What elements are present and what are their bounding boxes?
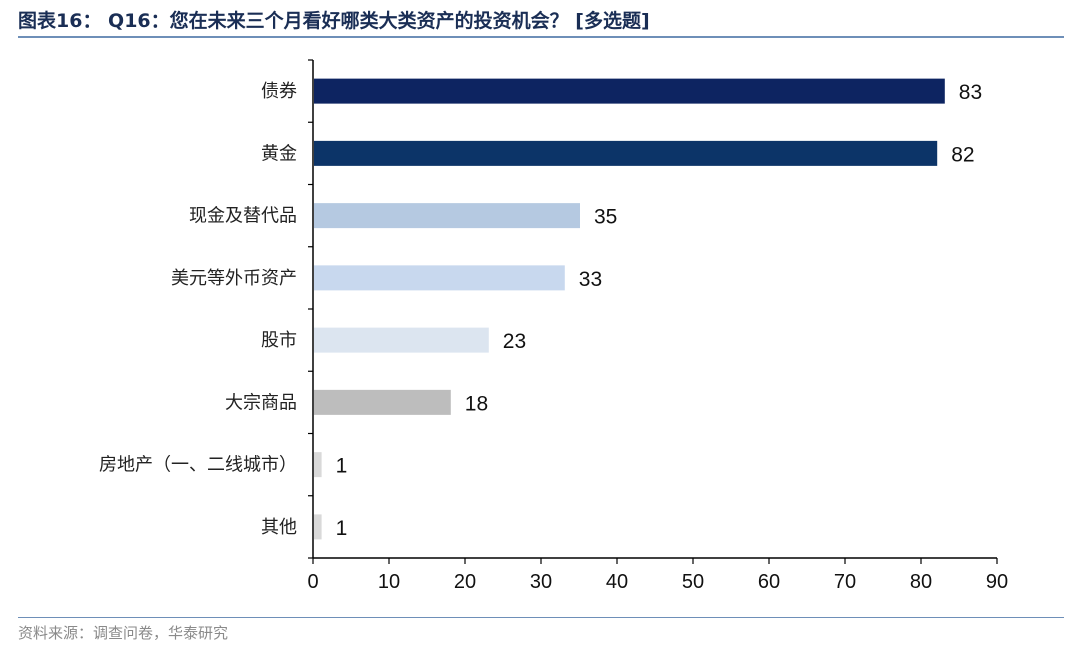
- bar-5: [314, 389, 451, 415]
- category-label: 股市: [261, 330, 297, 351]
- footer-divider: [18, 617, 1064, 618]
- value-label: 83: [959, 81, 982, 104]
- category-label: 大宗商品: [225, 392, 297, 413]
- x-tick-label: 40: [606, 571, 628, 593]
- bar-4: [314, 327, 489, 353]
- category-label: 黄金: [261, 143, 297, 164]
- value-label: 18: [465, 392, 488, 415]
- bar-0: [314, 78, 945, 104]
- x-tick-label: 90: [986, 571, 1008, 593]
- chart-labels: 0 10 20 30 40 50 60 70 80 90 债券 83 黄金 82 现金及替代品 35 美元等外币…: [99, 81, 1008, 593]
- x-tick-label: 20: [454, 571, 476, 593]
- chart-axes: [308, 59, 998, 564]
- header-divider: [18, 36, 1064, 38]
- x-tick-label: 10: [378, 571, 400, 593]
- category-label: 房地产（一、二线城市）: [99, 455, 297, 476]
- category-label: 其他: [261, 517, 297, 538]
- bar-1: [314, 140, 938, 166]
- category-label: 债券: [261, 81, 297, 102]
- chart-bars: [314, 78, 945, 540]
- x-tick-label: 50: [682, 571, 704, 593]
- x-tick-label: 70: [834, 571, 856, 593]
- value-label: 33: [579, 268, 602, 291]
- source-note: 资料来源：调查问卷，华泰研究: [18, 624, 229, 642]
- value-label: 1: [336, 455, 348, 478]
- category-label: 现金及替代品: [189, 206, 297, 227]
- value-label: 82: [951, 143, 974, 166]
- x-tick-label: 0: [307, 571, 318, 593]
- bar-2: [314, 203, 580, 229]
- bar-7: [314, 514, 322, 540]
- bar-6: [314, 452, 322, 478]
- category-label: 美元等外币资产: [171, 268, 297, 289]
- value-label: 35: [594, 206, 617, 229]
- chart-header: 图表16： Q16：您在未来三个月看好哪类大类资产的投资机会？ [多选题]: [18, 6, 1062, 36]
- chart-title: 图表16： Q16：您在未来三个月看好哪类大类资产的投资机会？ [多选题]: [18, 10, 650, 32]
- x-tick-label: 30: [530, 571, 552, 593]
- x-tick-label: 80: [910, 571, 932, 593]
- x-tick-label: 60: [758, 571, 780, 593]
- value-label: 23: [503, 330, 526, 353]
- bar-3: [314, 265, 565, 291]
- value-label: 1: [336, 517, 348, 540]
